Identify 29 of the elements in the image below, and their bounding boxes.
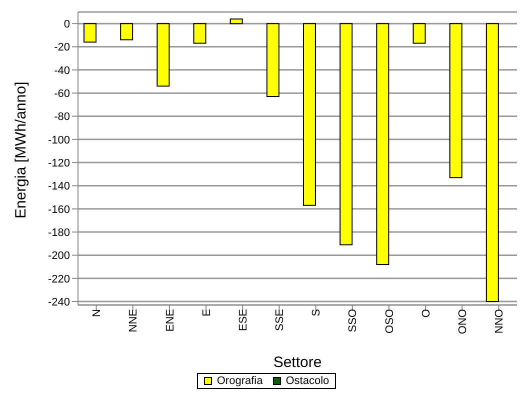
x-tick-label: O bbox=[420, 308, 432, 318]
y-tick-label: -40 bbox=[54, 64, 70, 77]
y-tick-label: -140 bbox=[48, 180, 70, 193]
x-tick-label: SSO bbox=[347, 308, 360, 332]
y-tick-label: -240 bbox=[48, 296, 70, 308]
y-tick-label: 0 bbox=[64, 18, 70, 30]
x-tick-label: N bbox=[91, 308, 104, 317]
y-tick-label: -200 bbox=[48, 250, 70, 262]
legend-label: Orografia bbox=[216, 375, 263, 387]
x-tick-label: SSE bbox=[274, 309, 286, 332]
y-tick-label: -20 bbox=[54, 42, 70, 54]
y-tick-label: -220 bbox=[48, 273, 70, 286]
y-tick-label: -180 bbox=[48, 226, 70, 239]
y-tick-label: -120 bbox=[48, 157, 70, 170]
y-tick-label: -160 bbox=[48, 204, 70, 216]
x-tick-label: S bbox=[310, 309, 323, 316]
legend-label: Ostacolo bbox=[284, 375, 330, 387]
y-axis-title: Energia [MWh/anno] bbox=[12, 82, 30, 218]
y-tick-label: -100 bbox=[48, 134, 70, 146]
y-tick-label: -80 bbox=[54, 111, 70, 124]
x-tick-label: ONO bbox=[456, 308, 469, 334]
x-tick-label: OSO bbox=[384, 308, 396, 334]
x-axis-title: Settore bbox=[273, 354, 322, 371]
x-tick-label: NNE bbox=[128, 309, 140, 332]
y-tick-label: -60 bbox=[54, 88, 70, 100]
x-tick-label: ENE bbox=[164, 309, 176, 332]
x-tick-label: NNO bbox=[494, 308, 506, 334]
x-tick-label: E bbox=[200, 309, 213, 316]
x-tick-label: ESE bbox=[237, 309, 250, 332]
